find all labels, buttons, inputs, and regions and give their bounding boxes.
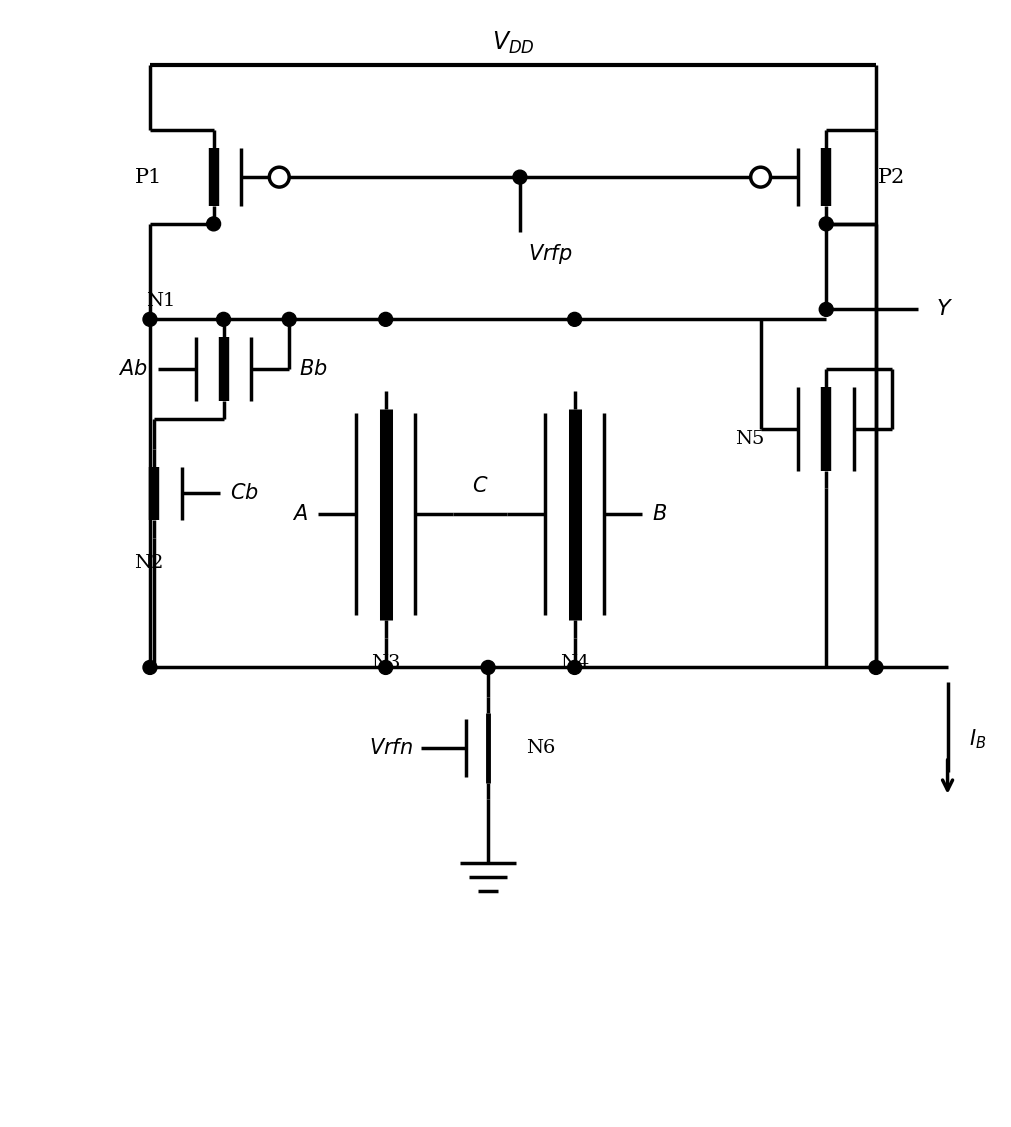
Circle shape bbox=[206, 216, 220, 231]
Circle shape bbox=[378, 660, 392, 674]
Circle shape bbox=[513, 170, 527, 184]
Text: $Vrfp$: $Vrfp$ bbox=[528, 241, 572, 266]
Text: $B$: $B$ bbox=[651, 504, 666, 524]
Text: N2: N2 bbox=[134, 554, 164, 573]
Text: $Y$: $Y$ bbox=[935, 299, 951, 320]
Text: N3: N3 bbox=[371, 655, 400, 673]
Circle shape bbox=[819, 216, 832, 231]
Text: $Bb$: $Bb$ bbox=[299, 360, 328, 379]
Text: N5: N5 bbox=[734, 429, 764, 447]
Circle shape bbox=[567, 312, 581, 327]
Circle shape bbox=[819, 302, 832, 317]
Text: $Vrfn$: $Vrfn$ bbox=[369, 738, 413, 758]
Text: $I_B$: $I_B$ bbox=[969, 728, 986, 752]
Circle shape bbox=[378, 312, 392, 327]
Text: N1: N1 bbox=[147, 292, 176, 310]
Text: $Ab$: $Ab$ bbox=[118, 360, 148, 379]
Text: $C$: $C$ bbox=[471, 477, 488, 496]
Circle shape bbox=[216, 312, 231, 327]
Text: P2: P2 bbox=[878, 168, 904, 187]
Circle shape bbox=[269, 167, 289, 187]
Text: $V_{DD}$: $V_{DD}$ bbox=[491, 29, 534, 56]
Text: $Cb$: $Cb$ bbox=[229, 483, 258, 504]
Circle shape bbox=[143, 312, 157, 327]
Text: $A$: $A$ bbox=[292, 504, 307, 524]
Text: N4: N4 bbox=[559, 655, 588, 673]
Text: N6: N6 bbox=[526, 739, 555, 757]
Circle shape bbox=[282, 312, 296, 327]
Circle shape bbox=[868, 660, 882, 674]
Circle shape bbox=[480, 660, 494, 674]
Circle shape bbox=[143, 660, 157, 674]
Circle shape bbox=[567, 660, 581, 674]
Text: P1: P1 bbox=[134, 168, 162, 187]
Circle shape bbox=[750, 167, 769, 187]
